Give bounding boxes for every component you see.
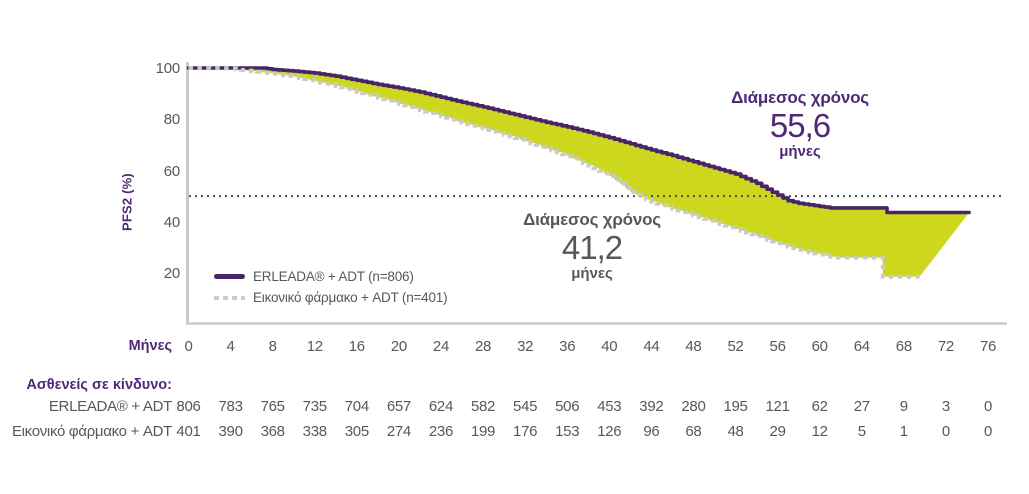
risk-row-label-erleada: ERLEADA® + ADT bbox=[48, 398, 172, 415]
risk-value-placebo: 153 bbox=[555, 423, 580, 440]
risk-value-placebo: 236 bbox=[428, 423, 454, 440]
risk-value-placebo: 12 bbox=[811, 423, 828, 440]
fill-between-curves bbox=[188, 68, 970, 277]
x-tick-label: 36 bbox=[559, 338, 576, 355]
risk-value-erleada: 783 bbox=[218, 398, 243, 415]
risk-value-placebo: 68 bbox=[685, 423, 702, 440]
x-tick-label: 52 bbox=[727, 338, 744, 355]
y-tick-label: 60 bbox=[163, 162, 180, 180]
x-tick-label: 44 bbox=[643, 338, 660, 355]
risk-value-erleada: 506 bbox=[555, 398, 580, 415]
x-tick-label: 28 bbox=[475, 338, 492, 355]
risk-value-erleada: 735 bbox=[302, 398, 327, 415]
x-axis-title: Μήνες bbox=[128, 338, 172, 354]
legend-item-erleada: ERLEADA® + ADT (n=806) bbox=[214, 266, 447, 287]
y-tick-label: 20 bbox=[163, 265, 180, 282]
risk-value-placebo: 199 bbox=[470, 423, 496, 440]
annotation-value: 41,2 bbox=[561, 229, 623, 266]
risk-value-placebo: 5 bbox=[857, 423, 866, 440]
x-tick-label: 16 bbox=[348, 338, 365, 355]
risk-value-placebo: 29 bbox=[769, 423, 786, 440]
x-tick-label: 8 bbox=[268, 338, 277, 355]
x-tick-label: 48 bbox=[685, 338, 702, 355]
risk-value-placebo: 274 bbox=[386, 423, 411, 440]
x-tick-label: 64 bbox=[853, 338, 870, 355]
risk-value-placebo: 338 bbox=[302, 423, 327, 440]
annotation-median-placebo: Διάμεσος χρόνος 41,2 μήνες bbox=[523, 210, 661, 282]
x-tick-label: 12 bbox=[306, 338, 323, 355]
y-tick-label: 100 bbox=[155, 60, 181, 77]
risk-value-placebo: 368 bbox=[260, 423, 285, 440]
risk-value-placebo: 401 bbox=[176, 423, 201, 440]
annotation-median-erleada: Διάμεσος χρόνος 55,6 μήνες bbox=[731, 88, 869, 160]
y-tick-label: 40 bbox=[163, 213, 180, 231]
x-tick-label: 40 bbox=[601, 338, 618, 355]
risk-value-erleada: 806 bbox=[176, 398, 201, 415]
x-tick-label: 56 bbox=[769, 338, 786, 355]
risk-value-erleada: 280 bbox=[681, 398, 706, 415]
x-tick-label: 24 bbox=[432, 338, 450, 355]
risk-value-placebo: 48 bbox=[727, 423, 744, 440]
risk-value-placebo: 305 bbox=[344, 423, 369, 440]
y-tick-label: 80 bbox=[163, 111, 180, 129]
risk-value-erleada: 195 bbox=[723, 398, 748, 415]
x-tick-label: 0 bbox=[184, 338, 193, 355]
risk-value-erleada: 62 bbox=[811, 398, 828, 415]
risk-value-placebo: 126 bbox=[597, 423, 622, 440]
risk-table-title: Ασθενείς σε κίνδυνο: bbox=[26, 377, 172, 393]
annotation-value: 55,6 bbox=[769, 107, 831, 144]
risk-value-erleada: 121 bbox=[765, 398, 790, 415]
risk-value-erleada: 3 bbox=[941, 398, 950, 415]
x-tick-label: 32 bbox=[517, 338, 534, 355]
x-tick-label: 76 bbox=[979, 338, 997, 355]
risk-value-erleada: 0 bbox=[983, 398, 993, 415]
legend-label-placebo: Εικονικό φάρμακο + ADT (n=401) bbox=[253, 290, 448, 305]
annotation-label: Διάμεσος χρόνος bbox=[731, 88, 869, 107]
x-tick-label: 60 bbox=[811, 338, 828, 355]
erleada-line-swatch bbox=[214, 274, 245, 279]
risk-value-erleada: 545 bbox=[513, 398, 538, 415]
risk-value-erleada: 27 bbox=[853, 398, 870, 415]
annotation-unit: μήνες bbox=[571, 265, 613, 282]
annotation-label: Διάμεσος χρόνος bbox=[523, 210, 661, 229]
risk-value-placebo: 1 bbox=[899, 423, 908, 440]
x-tick-label: 4 bbox=[226, 338, 235, 355]
risk-value-placebo: 96 bbox=[643, 423, 660, 440]
risk-row-label-placebo: Εικονικό φάρμακο + ADT bbox=[11, 423, 172, 440]
x-tick-label: 68 bbox=[895, 338, 912, 355]
risk-value-placebo: 0 bbox=[983, 423, 993, 440]
placebo-curve bbox=[188, 66, 920, 279]
risk-value-placebo: 390 bbox=[218, 423, 243, 440]
risk-value-erleada: 392 bbox=[639, 398, 664, 415]
x-tick-label: 20 bbox=[390, 338, 407, 355]
legend-label-erleada: ERLEADA® + ADT (n=806) bbox=[253, 269, 414, 284]
legend-item-placebo: Εικονικό φάρμακο + ADT (n=401) bbox=[214, 287, 448, 308]
risk-value-erleada: 704 bbox=[344, 398, 369, 415]
erleada-curve bbox=[186, 66, 971, 215]
legend: ERLEADA® + ADT (n=806) Εικονικό φάρμακο … bbox=[214, 266, 448, 308]
placebo-line-swatch bbox=[214, 295, 245, 300]
y-axis-title: PFS2 (%) bbox=[119, 173, 135, 231]
annotation-unit: μήνες bbox=[779, 143, 821, 160]
x-tick-label: 72 bbox=[937, 338, 954, 355]
risk-value-erleada: 624 bbox=[428, 398, 454, 415]
risk-value-erleada: 765 bbox=[260, 398, 285, 415]
risk-value-erleada: 582 bbox=[470, 398, 496, 415]
risk-value-placebo: 0 bbox=[941, 423, 950, 440]
risk-value-erleada: 9 bbox=[899, 398, 908, 415]
risk-value-erleada: 453 bbox=[597, 398, 622, 415]
risk-value-erleada: 657 bbox=[386, 398, 411, 415]
risk-value-placebo: 176 bbox=[513, 423, 538, 440]
